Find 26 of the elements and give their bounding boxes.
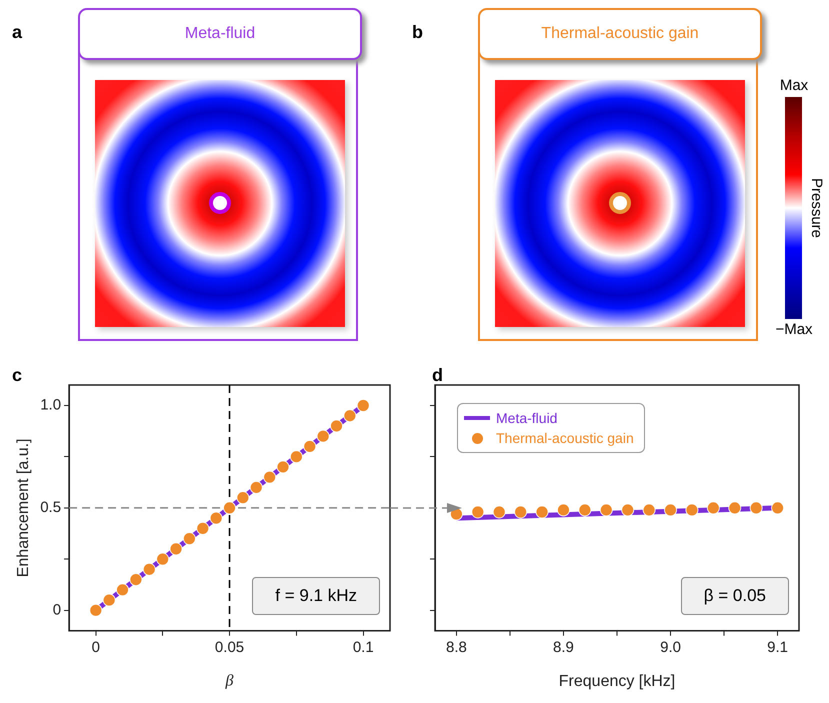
x-tick-label: 0 <box>92 638 100 656</box>
y-axis-title: Enhancement [a.u.] <box>15 438 32 578</box>
annotation: β = 0.05 <box>680 576 789 615</box>
annotation: f = 9.1 kHz <box>252 576 380 615</box>
legend-label: Meta-fluid <box>496 409 558 428</box>
text: Meta-fluid <box>78 8 362 60</box>
text: Max <box>778 77 810 94</box>
x-tick-label: 9.0 <box>660 638 681 656</box>
x-axis-title: β <box>224 672 234 690</box>
x-tick-label: 8.9 <box>553 638 574 656</box>
x-axis-title: Frequency [kHz] <box>558 672 676 690</box>
legend-label: Thermal-acoustic gain <box>496 429 634 448</box>
color-bar-title: Pressure <box>808 176 825 240</box>
x-tick-label: 0.05 <box>214 638 244 656</box>
y-tick-label: 1.0 <box>40 396 62 414</box>
y-tick-label: 0 <box>52 601 62 618</box>
text: −Max <box>774 321 814 338</box>
text: b <box>412 22 423 43</box>
text: Thermal-acoustic gain <box>478 8 762 60</box>
x-tick-label: 0.1 <box>352 638 374 656</box>
y-tick-label: 0.5 <box>40 499 62 516</box>
x-tick-label: 9.1 <box>767 638 788 656</box>
text: c <box>12 365 22 386</box>
annotation: d <box>432 365 443 386</box>
x-tick-label: 8.8 <box>446 638 467 656</box>
text: a <box>12 22 22 43</box>
